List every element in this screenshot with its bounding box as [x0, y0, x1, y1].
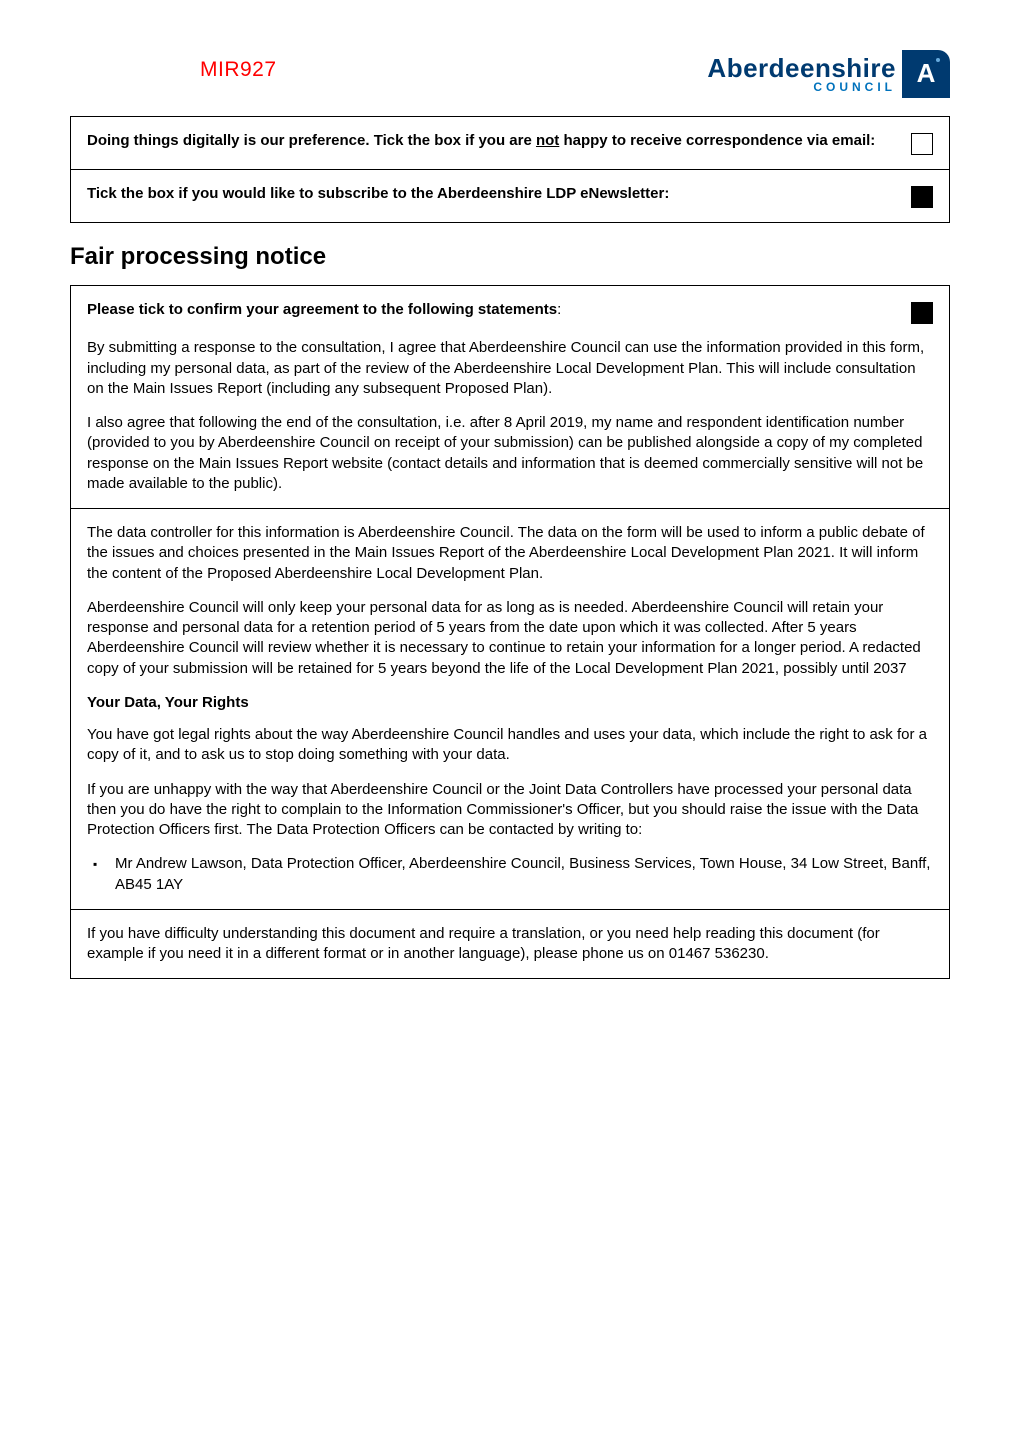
newsletter-checkbox[interactable]: [911, 186, 933, 208]
rights-para-2: If you are unhappy with the way that Abe…: [87, 780, 933, 841]
digital-pref-text: Doing things digitally is our preference…: [87, 131, 875, 151]
logo-main: Aberdeenshire: [707, 55, 896, 81]
council-logo: Aberdeenshire COUNCIL A: [707, 50, 950, 98]
fair-processing-box: Please tick to confirm your agreement to…: [70, 285, 950, 979]
text-post: happy to receive correspondence via emai…: [559, 132, 875, 149]
digital-pref-row: Doing things digitally is our preference…: [87, 131, 933, 155]
rights-para-1: You have got legal rights about the way …: [87, 725, 933, 766]
text-pre: Doing things digitally is our preference…: [87, 132, 536, 149]
controller-para: The data controller for this information…: [87, 523, 933, 584]
divider: [71, 909, 949, 910]
page-header: MIR927 Aberdeenshire COUNCIL A: [70, 50, 950, 98]
text-not: not: [536, 132, 559, 149]
rights-heading: Your Data, Your Rights: [87, 693, 933, 713]
divider: [71, 169, 949, 170]
preferences-box: Doing things digitally is our preference…: [70, 116, 950, 223]
consent-para-1: By submitting a response to the consulta…: [87, 338, 933, 399]
mir-code: MIR927: [200, 56, 277, 84]
divider: [71, 508, 949, 509]
consent-para-2: I also agree that following the end of t…: [87, 413, 933, 494]
newsletter-text: Tick the box if you would like to subscr…: [87, 184, 669, 204]
confirm-row: Please tick to confirm your agreement to…: [87, 300, 933, 324]
agreement-checkbox[interactable]: [911, 302, 933, 324]
retention-para: Aberdeenshire Council will only keep you…: [87, 598, 933, 679]
logo-text: Aberdeenshire COUNCIL: [707, 55, 896, 93]
logo-badge-icon: A: [902, 50, 950, 98]
newsletter-row: Tick the box if you would like to subscr…: [87, 184, 933, 208]
dpo-contact-list: Mr Andrew Lawson, Data Protection Office…: [87, 854, 933, 895]
accessibility-para: If you have difficulty understanding thi…: [87, 924, 933, 965]
confirm-bold: Please tick to confirm your agreement to…: [87, 301, 557, 318]
confirm-text: Please tick to confirm your agreement to…: [87, 300, 561, 320]
confirm-colon: :: [557, 301, 561, 318]
email-optout-checkbox[interactable]: [911, 133, 933, 155]
dpo-contact-item: Mr Andrew Lawson, Data Protection Office…: [115, 854, 933, 895]
fair-processing-title: Fair processing notice: [70, 241, 950, 273]
